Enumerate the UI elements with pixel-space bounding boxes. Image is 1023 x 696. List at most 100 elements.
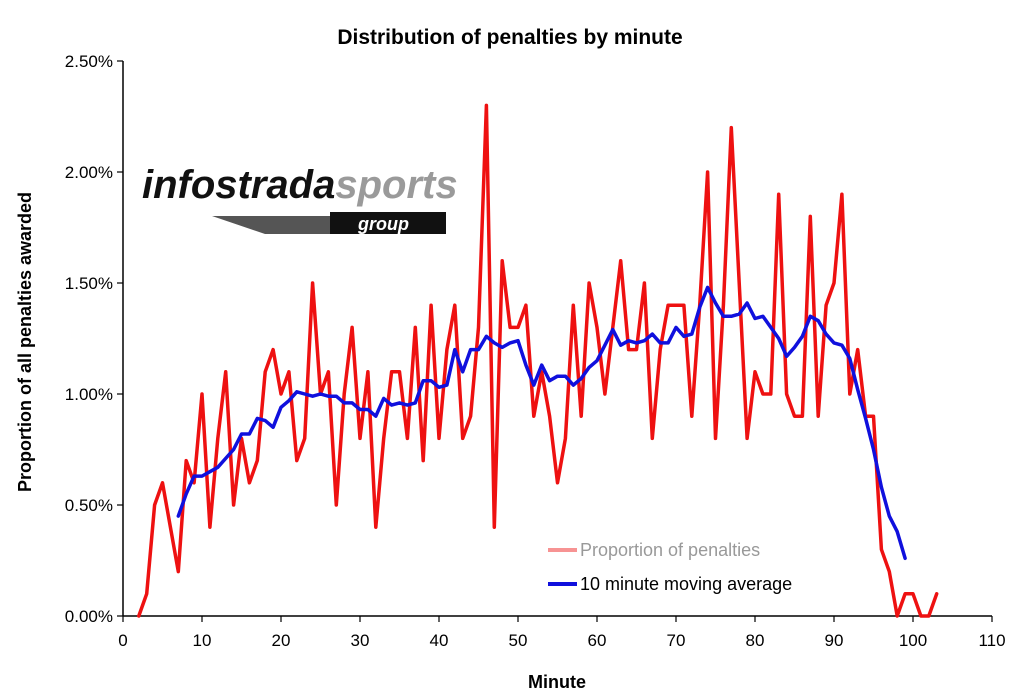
data-point-proportion-of-penalties bbox=[279, 392, 283, 396]
data-point-10-minute-moving-average bbox=[224, 457, 227, 460]
data-point-10-minute-moving-average bbox=[366, 408, 370, 411]
data-point-10-minute-moving-average bbox=[414, 401, 417, 405]
y-tick-label: 0.00% bbox=[65, 607, 113, 626]
data-point-10-minute-moving-average bbox=[864, 417, 867, 420]
data-point-10-minute-moving-average bbox=[532, 383, 535, 387]
data-point-proportion-of-penalties bbox=[738, 281, 741, 285]
data-point-proportion-of-penalties bbox=[169, 526, 172, 529]
data-point-10-minute-moving-average bbox=[398, 401, 401, 405]
data-point-10-minute-moving-average bbox=[556, 375, 559, 378]
y-tick-label: 2.00% bbox=[65, 163, 113, 182]
data-point-10-minute-moving-average bbox=[903, 557, 907, 560]
data-point-10-minute-moving-average bbox=[690, 332, 693, 336]
data-point-10-minute-moving-average bbox=[714, 301, 717, 305]
data-point-10-minute-moving-average bbox=[777, 337, 780, 340]
x-tick-label: 30 bbox=[351, 631, 370, 650]
data-point-proportion-of-penalties bbox=[603, 392, 607, 396]
data-point-proportion-of-penalties bbox=[840, 193, 844, 196]
series-layer bbox=[137, 103, 939, 618]
data-point-proportion-of-penalties bbox=[382, 437, 385, 440]
data-point-proportion-of-penalties bbox=[856, 348, 859, 351]
data-point-proportion-of-penalties bbox=[335, 503, 338, 507]
data-point-proportion-of-penalties bbox=[548, 415, 551, 418]
data-point-proportion-of-penalties bbox=[390, 370, 393, 373]
x-tick-label: 80 bbox=[746, 631, 765, 650]
series-line-10-minute-moving-average bbox=[176, 285, 907, 561]
data-point-proportion-of-penalties bbox=[232, 503, 235, 507]
data-point-10-minute-moving-average bbox=[248, 432, 251, 436]
data-point-proportion-of-penalties bbox=[192, 481, 196, 484]
data-point-proportion-of-penalties bbox=[516, 326, 520, 329]
data-point-proportion-of-penalties bbox=[927, 614, 930, 618]
data-point-proportion-of-penalties bbox=[445, 348, 449, 351]
data-point-proportion-of-penalties bbox=[453, 304, 456, 307]
data-point-10-minute-moving-average bbox=[880, 486, 883, 489]
data-point-proportion-of-penalties bbox=[264, 370, 267, 373]
data-point-10-minute-moving-average bbox=[793, 346, 796, 349]
data-point-10-minute-moving-average bbox=[374, 415, 377, 418]
data-point-proportion-of-penalties bbox=[785, 392, 788, 396]
data-point-10-minute-moving-average bbox=[872, 448, 875, 451]
data-point-10-minute-moving-average bbox=[548, 379, 551, 382]
data-point-10-minute-moving-average bbox=[587, 366, 591, 369]
data-point-proportion-of-penalties bbox=[493, 526, 496, 529]
x-tick-label: 110 bbox=[978, 631, 1005, 650]
data-point-10-minute-moving-average bbox=[232, 448, 235, 451]
data-point-10-minute-moving-average bbox=[216, 466, 219, 469]
data-point-10-minute-moving-average bbox=[240, 432, 243, 436]
data-point-proportion-of-penalties bbox=[674, 304, 678, 307]
data-point-10-minute-moving-average bbox=[785, 355, 788, 358]
x-tick-label: 90 bbox=[825, 631, 844, 650]
data-point-proportion-of-penalties bbox=[422, 459, 425, 462]
data-point-proportion-of-penalties bbox=[153, 503, 156, 507]
x-tick-label: 50 bbox=[509, 631, 528, 650]
data-point-proportion-of-penalties bbox=[777, 193, 780, 196]
data-point-proportion-of-penalties bbox=[911, 592, 915, 595]
x-tick-label: 10 bbox=[193, 631, 212, 650]
infostrada-logo: infostradasports group bbox=[142, 163, 458, 234]
data-point-proportion-of-penalties bbox=[880, 548, 883, 551]
data-point-10-minute-moving-average bbox=[840, 344, 844, 347]
data-point-10-minute-moving-average bbox=[508, 341, 512, 345]
data-point-proportion-of-penalties bbox=[429, 304, 433, 307]
x-axis-title: Minute bbox=[528, 672, 586, 692]
data-point-10-minute-moving-average bbox=[429, 379, 433, 382]
data-point-proportion-of-penalties bbox=[248, 481, 251, 484]
x-tick-label: 20 bbox=[272, 631, 291, 650]
data-point-10-minute-moving-average bbox=[627, 339, 630, 342]
data-point-10-minute-moving-average bbox=[303, 392, 306, 396]
data-point-10-minute-moving-average bbox=[659, 341, 662, 345]
logo-swoosh bbox=[212, 216, 330, 234]
legend-label-proportion: Proportion of penalties bbox=[580, 540, 760, 560]
data-point-proportion-of-penalties bbox=[303, 437, 306, 440]
y-tick-label: 1.00% bbox=[65, 385, 113, 404]
data-point-proportion-of-penalties bbox=[508, 326, 512, 329]
data-point-proportion-of-penalties bbox=[619, 259, 622, 262]
data-point-10-minute-moving-average bbox=[856, 388, 859, 391]
data-point-proportion-of-penalties bbox=[311, 281, 314, 285]
data-point-proportion-of-penalties bbox=[374, 526, 377, 529]
data-point-10-minute-moving-average bbox=[682, 335, 686, 338]
data-point-proportion-of-penalties bbox=[256, 459, 259, 462]
data-point-10-minute-moving-average bbox=[256, 417, 259, 420]
data-point-proportion-of-penalties bbox=[461, 437, 464, 440]
data-point-10-minute-moving-average bbox=[358, 408, 362, 411]
data-point-proportion-of-penalties bbox=[177, 570, 180, 573]
y-axis-title: Proportion of all penalties awarded bbox=[15, 192, 35, 492]
data-point-proportion-of-penalties bbox=[635, 348, 638, 351]
data-point-proportion-of-penalties bbox=[824, 304, 828, 307]
data-point-proportion-of-penalties bbox=[769, 392, 772, 396]
data-point-10-minute-moving-average bbox=[611, 328, 614, 331]
x-tick-label: 0 bbox=[118, 631, 127, 650]
data-point-proportion-of-penalties bbox=[730, 126, 733, 129]
data-point-proportion-of-penalties bbox=[501, 259, 504, 262]
data-point-proportion-of-penalties bbox=[185, 459, 188, 462]
data-point-proportion-of-penalties bbox=[745, 437, 749, 440]
data-point-proportion-of-penalties bbox=[216, 437, 219, 440]
data-point-proportion-of-penalties bbox=[469, 415, 472, 418]
data-point-proportion-of-penalties bbox=[761, 392, 765, 396]
data-point-proportion-of-penalties bbox=[406, 437, 409, 440]
y-tick-label: 2.50% bbox=[65, 52, 113, 71]
data-point-proportion-of-penalties bbox=[572, 304, 575, 307]
data-point-proportion-of-penalties bbox=[809, 215, 812, 218]
